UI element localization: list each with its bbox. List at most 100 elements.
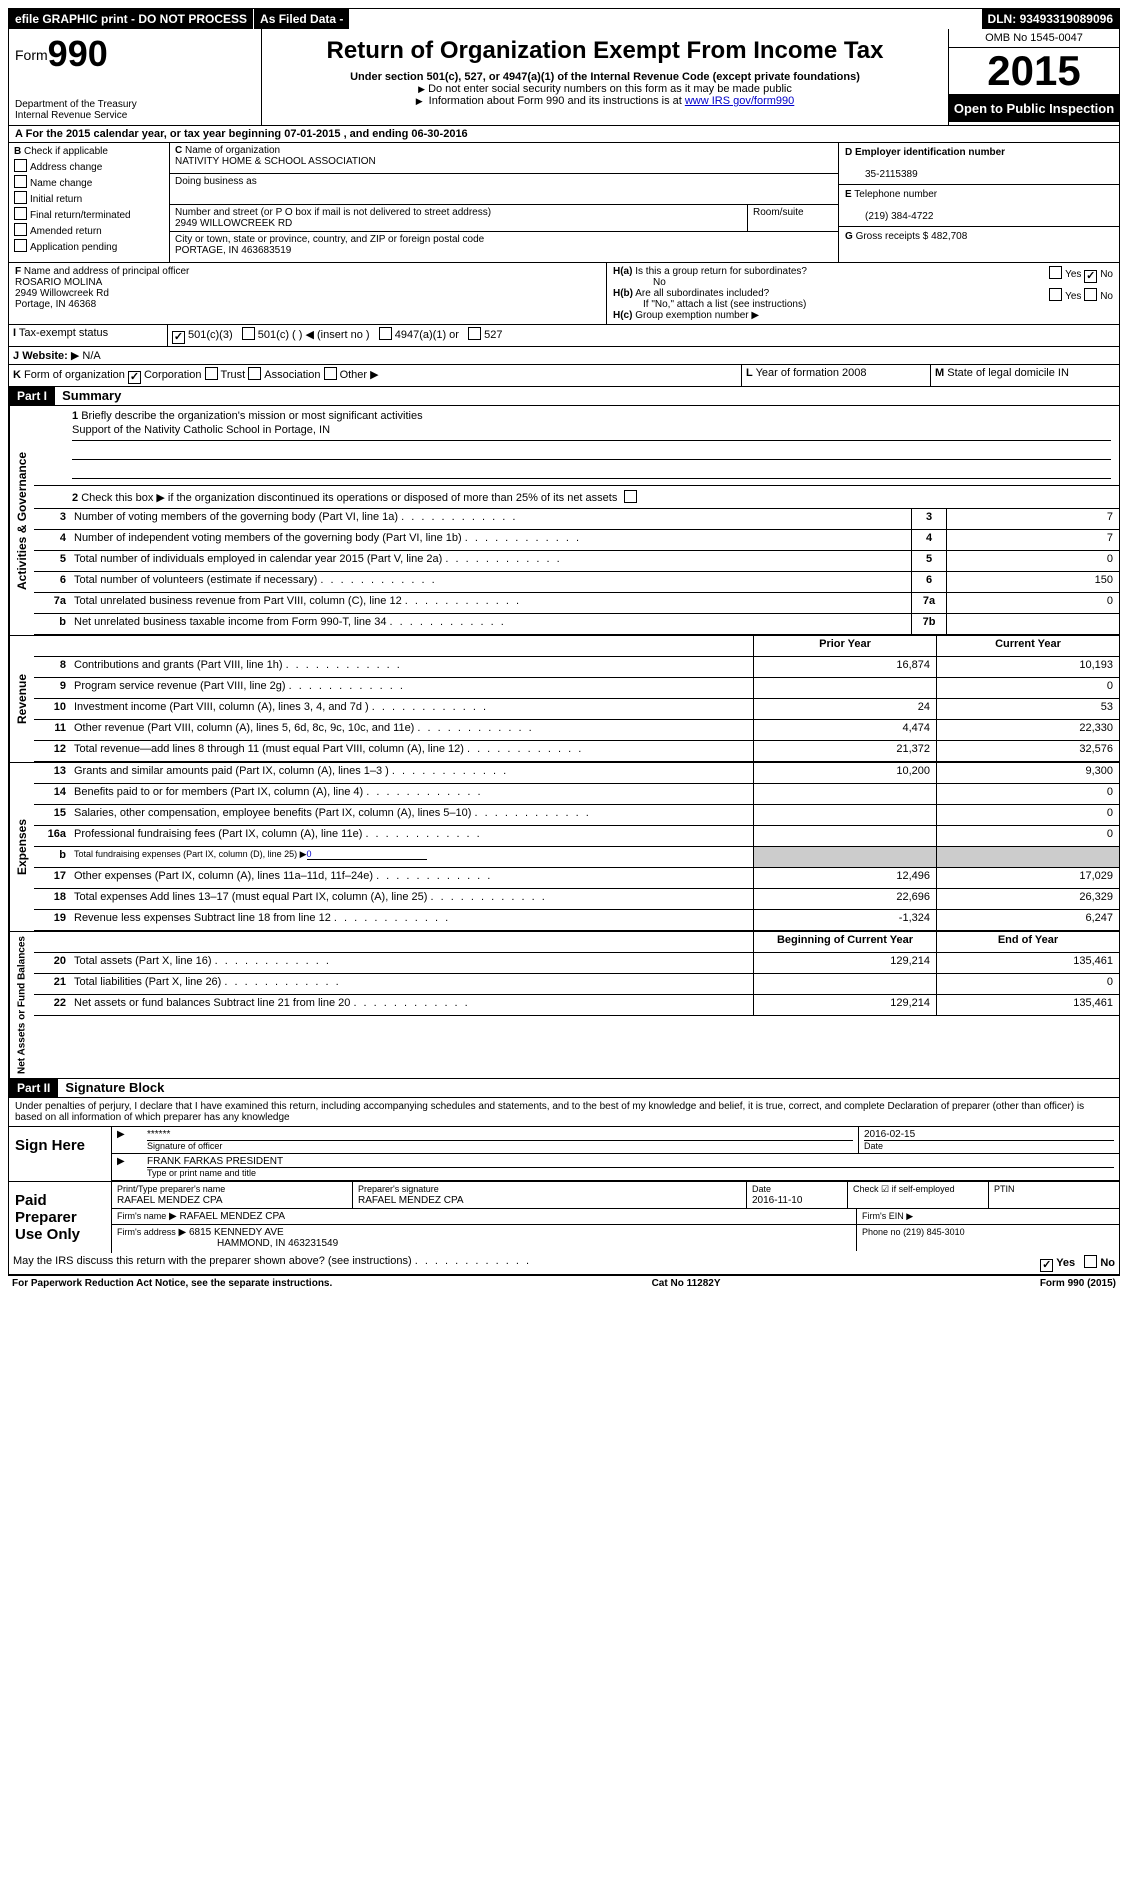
chk-pending[interactable]: Application pending [14, 239, 164, 253]
discuss-text: May the IRS discuss this return with the… [13, 1255, 412, 1267]
dots-icon [415, 1255, 531, 1267]
hb-no-chk[interactable] [1084, 288, 1097, 301]
a-text-a: For the 2015 calendar year, or tax year … [26, 128, 285, 140]
e-label: Telephone number [854, 189, 937, 200]
col-c: C Name of organization NATIVITY HOME & S… [170, 143, 839, 262]
gov-line-3: 3Number of voting members of the governi… [34, 509, 1119, 530]
l2-chk[interactable] [624, 490, 637, 503]
i-letter: I [13, 327, 16, 339]
line-box-n: 7b [911, 614, 946, 634]
footer-right: Form 990 (2015) [1040, 1278, 1116, 1289]
chk-name[interactable]: Name change [14, 175, 164, 189]
line-13: 13Grants and similar amounts paid (Part … [34, 763, 1119, 784]
line-py: 4,474 [753, 720, 936, 740]
open-inspection: Open to Public Inspection [949, 95, 1119, 122]
footer-mid: Cat No 11282Y [652, 1278, 721, 1289]
line-val: 7 [946, 530, 1119, 550]
line-17: 17Other expenses (Part IX, column (A), l… [34, 868, 1119, 889]
line-cy: 135,461 [936, 953, 1119, 973]
line-val: 7 [946, 509, 1119, 529]
line-num: 11 [34, 720, 70, 740]
line-py: 129,214 [753, 995, 936, 1015]
line-1: 1 Briefly describe the organization's mi… [34, 406, 1119, 486]
city-cell: City or town, state or province, country… [170, 232, 838, 262]
chk-address[interactable]: Address change [14, 159, 164, 173]
line-num: 22 [34, 995, 70, 1015]
type-print-label: Type or print name and title [147, 1167, 1114, 1178]
mission-text: Support of the Nativity Catholic School … [72, 424, 1111, 441]
firm-name-lbl: Firm's name [117, 1211, 166, 1221]
prep-date: 2016-11-10 [752, 1195, 802, 1206]
line-py [753, 974, 936, 994]
prep-sig: RAFAEL MENDEZ CPA [358, 1195, 464, 1206]
g-letter: G [845, 231, 853, 242]
discuss-yes[interactable]: ✓ [1040, 1259, 1053, 1272]
line-12: 12Total revenue—add lines 8 through 11 (… [34, 741, 1119, 762]
line-desc: Total liabilities (Part X, line 26) [70, 974, 753, 994]
chk-initial[interactable]: Initial return [14, 191, 164, 205]
vlabel-exp: Expenses [9, 763, 34, 931]
line-num: 6 [34, 572, 70, 592]
line-desc: Total number of volunteers (estimate if … [70, 572, 911, 592]
officer-printed: FRANK FARKAS PRESIDENT [147, 1156, 283, 1167]
chk-trust[interactable] [205, 367, 218, 380]
line-cy: 26,329 [936, 889, 1119, 909]
line-py: -1,324 [753, 910, 936, 930]
chk-4947[interactable] [379, 327, 392, 340]
line-19: 19Revenue less expenses Subtract line 18… [34, 910, 1119, 931]
date-label: Date [864, 1140, 1114, 1151]
mission-blank1 [72, 443, 1111, 460]
line-val [946, 614, 1119, 634]
top-bar: efile GRAPHIC print - DO NOT PROCESS As … [9, 9, 1119, 29]
chk-assoc[interactable] [248, 367, 261, 380]
line-num: 4 [34, 530, 70, 550]
j-letter: J [13, 350, 19, 362]
chk-amended[interactable]: Amended return [14, 223, 164, 237]
part1-title: Summary [58, 386, 125, 405]
chk-501c3[interactable]: ✓ [172, 331, 185, 344]
chk-other[interactable] [324, 367, 337, 380]
line-num: b [34, 847, 70, 867]
line-num: 16a [34, 826, 70, 846]
chk-501c[interactable] [242, 327, 255, 340]
discuss-answers: ✓Yes No [1040, 1255, 1115, 1272]
ha-text: Is this a group return for subordinates? [635, 266, 807, 277]
website-value: N/A [82, 350, 100, 362]
line-py [753, 784, 936, 804]
arrow-icon [416, 95, 426, 107]
line-21: 21Total liabilities (Part X, line 26) 0 [34, 974, 1119, 995]
street-cell: Number and street (or P O box if mail is… [170, 205, 748, 231]
line-num: 10 [34, 699, 70, 719]
chk-corp[interactable]: ✓ [128, 371, 141, 384]
chk-final[interactable]: Final return/terminated [14, 207, 164, 221]
line-desc: Program service revenue (Part VIII, line… [70, 678, 753, 698]
line-py: 129,214 [753, 953, 936, 973]
rev-body: Prior Year Current Year 8Contributions a… [34, 636, 1119, 762]
l-label: Year of formation [756, 367, 839, 379]
street-row: Number and street (or P O box if mail is… [170, 205, 838, 232]
ha-yes-chk[interactable] [1049, 266, 1062, 279]
chk-527[interactable] [468, 327, 481, 340]
line-val: 0 [946, 551, 1119, 571]
dba-cell: Doing business as [170, 174, 838, 205]
street-value: 2949 WILLOWCREEK RD [175, 218, 292, 229]
b-label: Check if applicable [24, 146, 108, 157]
line-22: 22Net assets or fund balances Subtract l… [34, 995, 1119, 1016]
line-py [753, 826, 936, 846]
line-desc: Number of voting members of the governin… [70, 509, 911, 529]
ha-no-chk[interactable]: ✓ [1084, 270, 1097, 283]
line-num: 19 [34, 910, 70, 930]
j-label: Website: [22, 350, 68, 362]
dln-value: 93493319089096 [1020, 12, 1113, 26]
line-desc: Professional fundraising fees (Part IX, … [70, 826, 753, 846]
part2-tag: Part II [9, 1079, 58, 1097]
hb-yes-chk[interactable] [1049, 288, 1062, 301]
irs-link[interactable]: www IRS gov/form990 [685, 95, 794, 107]
line-desc: Total revenue—add lines 8 through 11 (mu… [70, 741, 753, 761]
discuss-no[interactable] [1084, 1255, 1097, 1268]
dln-label: DLN: [988, 12, 1017, 26]
line-8: 8Contributions and grants (Part VIII, li… [34, 657, 1119, 678]
ha-answer: No [613, 277, 666, 288]
i-label: Tax-exempt status [19, 327, 108, 339]
mission-blank2 [72, 462, 1111, 479]
